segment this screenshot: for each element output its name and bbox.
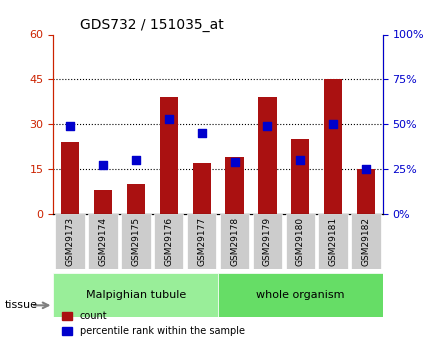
Point	[363, 166, 370, 172]
Text: GSM29173: GSM29173	[65, 217, 74, 266]
Point	[132, 157, 139, 163]
Bar	[193, 163, 210, 214]
Point	[66, 123, 73, 129]
FancyBboxPatch shape	[253, 215, 282, 268]
FancyBboxPatch shape	[154, 215, 183, 268]
Point	[330, 121, 337, 127]
Legend: count, percentile rank within the sample: count, percentile rank within the sample	[58, 307, 249, 340]
Text: GSM29174: GSM29174	[98, 217, 107, 266]
Bar	[226, 157, 243, 214]
FancyBboxPatch shape	[88, 215, 117, 268]
Point	[297, 157, 304, 163]
FancyBboxPatch shape	[53, 273, 218, 317]
Bar	[291, 139, 309, 214]
Text: whole organism: whole organism	[256, 290, 344, 300]
Point	[165, 116, 172, 121]
FancyBboxPatch shape	[218, 273, 383, 317]
Point	[231, 159, 238, 165]
Text: GSM29177: GSM29177	[197, 217, 206, 266]
Text: GSM29176: GSM29176	[164, 217, 173, 266]
FancyBboxPatch shape	[352, 215, 381, 268]
Bar	[160, 97, 178, 214]
Bar	[324, 79, 342, 214]
Point	[99, 163, 106, 168]
Bar	[61, 142, 79, 214]
Text: GSM29180: GSM29180	[296, 217, 305, 266]
FancyBboxPatch shape	[121, 215, 150, 268]
Text: GSM29179: GSM29179	[263, 217, 272, 266]
Text: GDS732 / 151035_at: GDS732 / 151035_at	[80, 18, 223, 32]
Text: tissue: tissue	[4, 300, 37, 310]
FancyBboxPatch shape	[187, 215, 216, 268]
Bar	[259, 97, 276, 214]
Point	[264, 123, 271, 129]
FancyBboxPatch shape	[220, 215, 249, 268]
FancyBboxPatch shape	[319, 215, 348, 268]
Bar	[127, 184, 145, 214]
FancyBboxPatch shape	[286, 215, 315, 268]
Text: GSM29182: GSM29182	[362, 217, 371, 266]
Text: GSM29178: GSM29178	[230, 217, 239, 266]
FancyBboxPatch shape	[55, 215, 85, 268]
Bar	[94, 190, 112, 214]
Text: GSM29175: GSM29175	[131, 217, 140, 266]
Text: GSM29181: GSM29181	[329, 217, 338, 266]
Bar	[357, 169, 375, 214]
Text: Malpighian tubule: Malpighian tubule	[85, 290, 186, 300]
Point	[198, 130, 205, 136]
